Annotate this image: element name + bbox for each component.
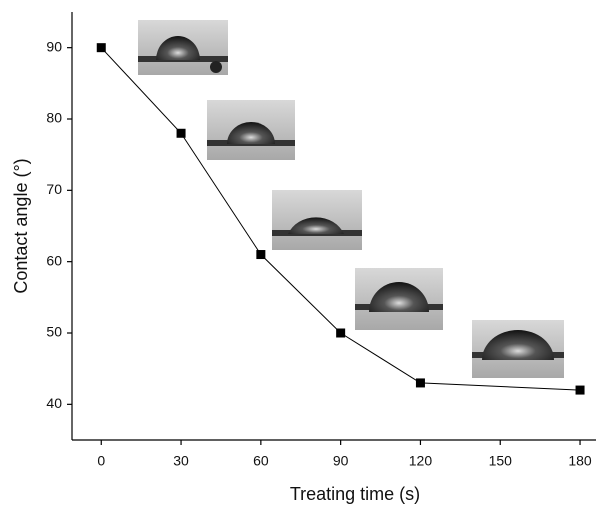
y-tick-label: 50 — [46, 324, 62, 340]
y-axis-title: Contact angle (°) — [11, 158, 31, 293]
droplet-photo — [138, 20, 228, 75]
data-point — [336, 328, 346, 338]
droplet-photo — [472, 320, 564, 378]
x-tick-label: 30 — [173, 453, 189, 469]
y-tick-label: 60 — [46, 252, 62, 268]
droplet-photo — [272, 190, 362, 250]
data-point — [415, 378, 425, 388]
y-tick-label: 80 — [46, 110, 62, 126]
data-line — [100, 47, 581, 391]
x-tick-label: 0 — [97, 453, 105, 469]
x-tick-label: 150 — [489, 453, 513, 469]
droplet-insets — [138, 20, 564, 378]
x-tick-label: 60 — [253, 453, 269, 469]
droplet-photo — [207, 100, 295, 160]
y-tick-label: 90 — [46, 38, 62, 54]
droplet-photo — [355, 268, 443, 330]
data-point — [575, 385, 585, 395]
y-tick-label: 40 — [46, 395, 62, 411]
x-tick-label: 90 — [333, 453, 349, 469]
x-axis-title: Treating time (s) — [290, 484, 420, 504]
data-point — [176, 128, 186, 138]
data-point — [256, 250, 266, 260]
x-tick-label: 120 — [409, 453, 433, 469]
y-tick-label: 70 — [46, 181, 62, 197]
data-point — [96, 43, 106, 53]
x-tick-label: 180 — [568, 453, 592, 469]
